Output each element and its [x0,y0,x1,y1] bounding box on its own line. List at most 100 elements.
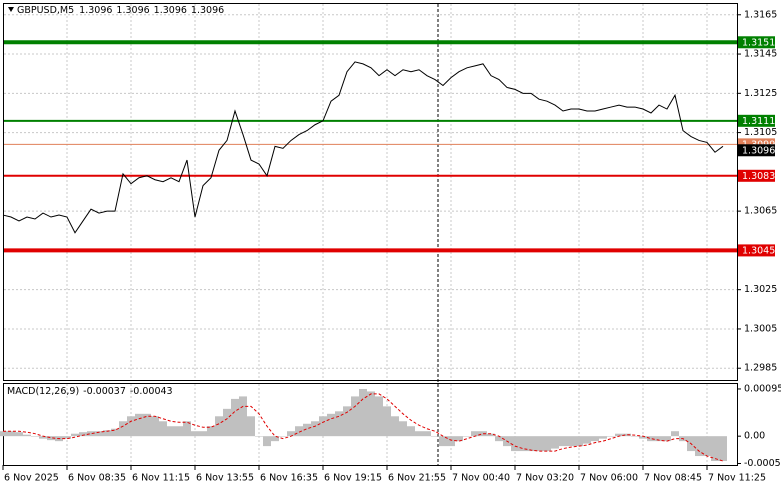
macd-bar [439,436,447,447]
level-label: 1.3151 [742,37,775,48]
macd-bar [263,436,271,447]
macd-bar [711,436,719,462]
macd-bar [247,416,255,437]
macd-bar [351,396,359,437]
macd-bar [39,436,47,439]
signal-value: -0.00043 [130,386,173,397]
macd-bar [367,391,375,437]
y-tick-label: 1.3125 [744,88,777,99]
y-tick-label: 1.3065 [744,206,777,217]
macd-bar [335,411,343,437]
macd-bar [663,436,671,442]
macd-bar [495,436,503,442]
x-tick-label: 6 Nov 21:55 [388,473,446,484]
macd-bar [279,436,287,437]
price-line [2,61,724,234]
macd-bar [295,426,303,437]
close: 1.3096 [191,5,224,16]
macd-bar [15,432,23,437]
macd-bar [271,436,279,442]
macd-bar [199,431,207,437]
x-tick-label: 6 Nov 08:35 [68,473,126,484]
macd-frame [3,383,738,466]
y-tick-label: 1.3005 [744,323,777,334]
macd-bar [191,431,199,437]
macd-bar [479,431,487,437]
x-tick-label: 6 Nov 19:15 [324,473,382,484]
macd-bar [383,406,391,437]
y-tick-label: 1.3165 [744,9,777,20]
macd-bar [95,431,103,437]
level-label-box [738,169,775,182]
x-tick-label: 6 Nov 2025 [4,473,59,484]
macd-bar [407,426,415,437]
macd-bar [231,398,239,437]
macd-value: -0.00037 [83,386,126,397]
macd-bar [71,433,79,437]
macd-bar [511,436,519,452]
macd-bar [527,436,535,452]
macd-bar [535,436,543,452]
macd-bar [319,416,327,437]
macd-bar [255,436,263,437]
y-tick-label: 1.3105 [744,127,777,138]
macd-bar [671,431,679,437]
macd-bar [375,396,383,437]
macd-bar [303,423,311,437]
level-label: 1.3083 [742,171,775,182]
macd-bar [455,436,463,442]
y-tick-label: 1.3145 [744,49,777,60]
x-tick-label: 7 Nov 08:45 [644,473,702,484]
symbol-header: GBPUSD,M5 1.3096 1.3096 1.3096 1.3096 [17,5,224,16]
symbol: GBPUSD,M5 [17,5,74,16]
level-label: 1.3111 [742,116,775,127]
macd-bar [567,436,575,447]
macd-bar [183,421,191,437]
macd-bar [599,436,607,439]
macd-bar [471,431,479,437]
macd-bar [703,436,711,457]
macd-bar [399,421,407,437]
x-tick-label: 6 Nov 11:15 [132,473,190,484]
macd-bar [63,436,71,439]
macd-bar [655,436,663,442]
macd-bar [695,436,703,457]
macd-bar [239,396,247,437]
macd-bar [543,436,551,452]
symbol-icon [8,7,14,12]
y-tick-label: -0.00055 [744,458,781,469]
macd-bar [343,406,351,437]
macd-bar [415,431,423,437]
macd-bar [431,436,439,437]
macd-bar [151,416,159,437]
macd-bar [447,436,455,447]
macd-bar [215,416,223,437]
macd-bar [359,388,367,437]
macd-bar [23,434,31,437]
macd-bar [719,436,727,462]
macd-bar [7,431,15,437]
macd-bar [623,433,631,437]
macd-bar [79,432,87,437]
main-frame [3,3,738,381]
x-tick-label: 7 Nov 11:25 [708,473,766,484]
marks [0,4,737,465]
macd-bar [119,421,127,437]
level-label-box [738,36,775,49]
macd-bar [31,436,39,437]
macd-bar [87,431,95,437]
macd-bar [423,431,431,437]
macd-bar [159,421,167,437]
macd-bar [223,408,231,437]
y-tick-label: 0.00095 [744,383,781,394]
macd-bar [391,416,399,437]
macd-bar [207,426,215,437]
x-tick-label: 7 Nov 03:20 [516,473,574,484]
macd-bar [607,436,615,437]
x-tick-label: 7 Nov 06:00 [580,473,638,484]
x-tick-label: 7 Nov 00:40 [452,473,510,484]
macd-bar [559,436,567,447]
level-label-box [738,244,775,257]
macd-title: MACD(12,26,9) [7,386,79,397]
